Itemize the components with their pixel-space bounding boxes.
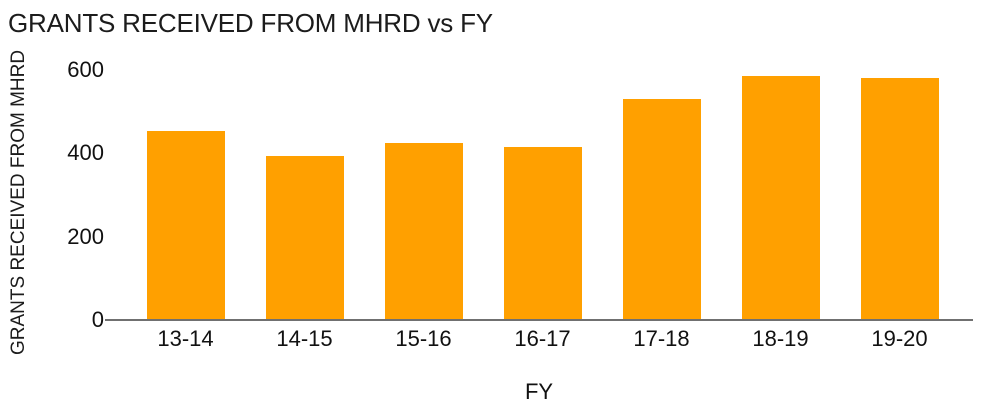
x-axis-line xyxy=(105,319,973,321)
x-axis-title: FY xyxy=(524,379,554,404)
y-tick-label-200: 200 xyxy=(67,223,104,249)
bar-18-19 xyxy=(741,76,820,319)
bar-17-18 xyxy=(622,99,701,319)
x-tick-label-17-18: 17-18 xyxy=(633,326,690,351)
x-tick-label-18-19: 18-19 xyxy=(752,326,809,351)
x-tick-label-19-20: 19-20 xyxy=(871,326,928,351)
y-tick-label-0: 0 xyxy=(91,307,104,332)
chart-title: GRANTS RECEIVED FROM MHRD vs FY xyxy=(8,8,493,38)
x-tick-label-16-17: 16-17 xyxy=(514,326,571,351)
x-tick-label-13-14: 13-14 xyxy=(157,326,214,351)
y-tick-label-600: 600 xyxy=(67,57,104,82)
x-tick-label-15-16: 15-16 xyxy=(395,326,452,351)
bar-15-16 xyxy=(384,143,463,319)
bar-14-15 xyxy=(265,156,344,319)
bar-19-20 xyxy=(860,78,939,319)
bar-13-14 xyxy=(146,131,225,319)
bar-16-17 xyxy=(503,147,582,319)
y-axis-title: GRANTS RECEIVED FROM MHRD xyxy=(8,49,29,355)
x-tick-label-14-15: 14-15 xyxy=(276,326,333,351)
y-tick-label-400: 400 xyxy=(67,140,104,166)
